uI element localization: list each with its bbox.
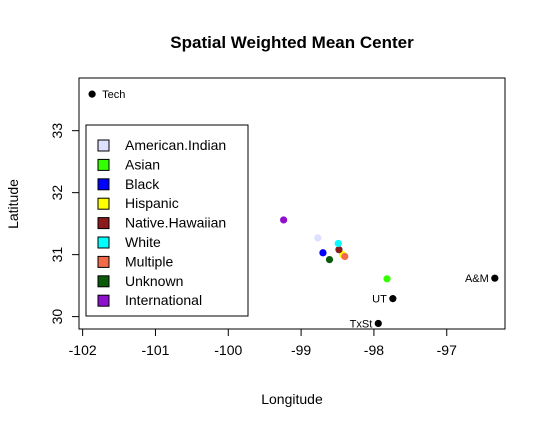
y-tick-label: 32 [49, 185, 65, 201]
y-tick-label: 31 [49, 247, 65, 263]
legend-label: White [125, 234, 161, 250]
x-tick-label: -102 [69, 342, 97, 358]
legend-swatch [97, 275, 110, 288]
reference-point-label: Tech [102, 89, 125, 101]
legend-swatch [97, 197, 110, 210]
x-tick-label: -101 [141, 342, 169, 358]
data-point [341, 252, 349, 261]
legend-label: Black [125, 176, 160, 192]
reference-point [389, 295, 397, 303]
data-point [383, 275, 391, 283]
y-axis-label: Latitude [5, 179, 21, 229]
legend: American.Indian Asian Black Hispanic Native.… [85, 124, 249, 317]
legend-swatch [97, 217, 110, 230]
x-tick-label: -99 [291, 342, 311, 358]
reference-point [374, 319, 382, 328]
x-tick-label: -100 [214, 342, 242, 358]
legend-swatch [97, 236, 110, 249]
legend-swatch [97, 255, 110, 268]
x-tick-label: -98 [364, 342, 384, 358]
reference-point-label: A&M [465, 273, 489, 285]
data-point [314, 234, 322, 242]
legend-swatch [97, 158, 110, 171]
legend-swatch [97, 294, 110, 307]
legend-label: Hispanic [125, 195, 179, 211]
legend-label: Asian [125, 156, 160, 172]
data-point [334, 239, 342, 248]
reference-point [491, 274, 499, 282]
legend-swatch [97, 178, 110, 191]
data-points [280, 216, 391, 283]
legend-label: Native.Hawaiian [125, 215, 226, 231]
data-point [280, 216, 288, 224]
reference-point [88, 90, 96, 98]
legend-label: American.Indian [125, 137, 226, 153]
legend-swatch [97, 139, 110, 152]
reference-points: Tech A&M UT TxSt [88, 89, 499, 330]
y-tick-label: 33 [49, 123, 65, 139]
data-point [335, 246, 343, 254]
legend-label: International [125, 292, 202, 308]
legend-label: Unknown [125, 273, 183, 289]
data-point [325, 255, 334, 264]
reference-point-label: TxSt [350, 318, 373, 330]
x-axis-label: Longitude [261, 391, 323, 407]
chart-title: Spatial Weighted Mean Center [170, 33, 414, 52]
legend-box [85, 124, 249, 317]
y-tick-label: 30 [49, 309, 65, 325]
x-tick-label: -97 [437, 342, 457, 358]
x-axis: -102 -101 -100 -99 -98 -97 [69, 328, 457, 358]
data-point [319, 249, 327, 257]
y-axis: 30 31 32 33 [49, 123, 80, 325]
legend-label: Multiple [125, 253, 173, 269]
reference-point-label: UT [372, 294, 387, 306]
